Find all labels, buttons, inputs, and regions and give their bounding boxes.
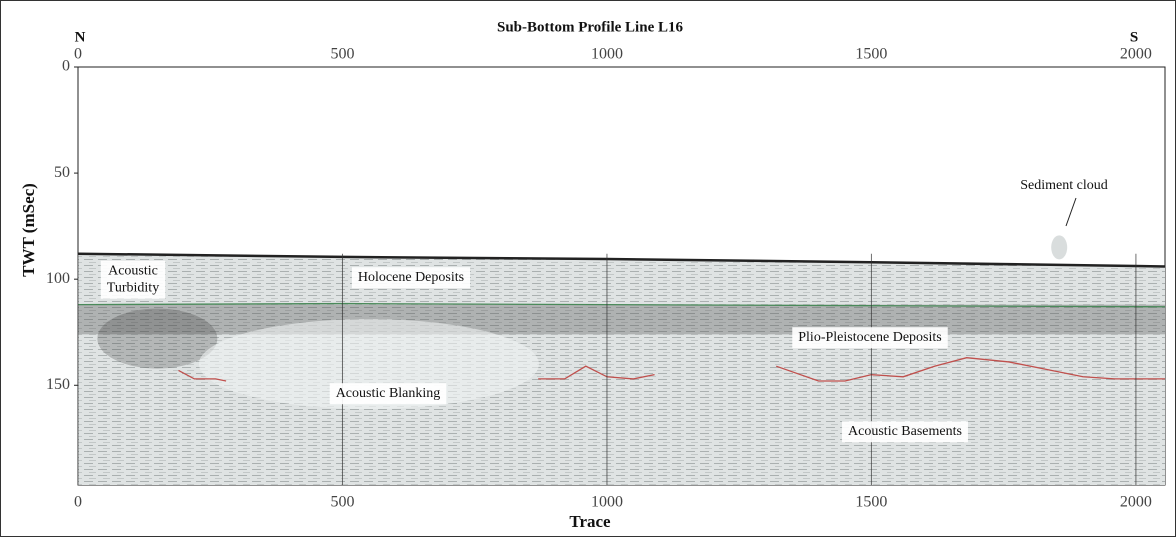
chart: Sub-Bottom Profile Line L16 N S Trace TW… (0, 0, 1176, 537)
x-tick-label: 0 (74, 494, 82, 511)
y-tick-label: 150 (46, 376, 70, 393)
x-axis-label: Trace (569, 512, 611, 531)
annotation: Sediment cloud (1020, 178, 1108, 193)
south-label: S (1130, 29, 1138, 45)
x-tick-label: 1500 (855, 494, 887, 511)
y-tick-label: 50 (54, 164, 70, 181)
x-tick-label: 1500 (855, 46, 887, 63)
annotation: Plio-Pleistocene Deposits (798, 330, 942, 345)
x-tick-label: 0 (74, 46, 82, 63)
y-tick-label: 0 (62, 58, 70, 75)
x-tick-label: 500 (330, 494, 354, 511)
sediment-cloud (1051, 235, 1067, 259)
x-tick-label: 1000 (591, 494, 623, 511)
y-axis-label: TWT (mSec) (19, 183, 38, 277)
annotation: Holocene Deposits (358, 270, 464, 285)
chart-title: Sub-Bottom Profile Line L16 (497, 19, 683, 35)
y-tick-label: 100 (46, 270, 70, 287)
dark-reflector-band (78, 305, 1165, 335)
x-tick-label: 2000 (1120, 494, 1152, 511)
x-tick-label: 500 (330, 46, 354, 63)
annotation: Acoustic Blanking (336, 386, 441, 401)
x-tick-label: 2000 (1120, 46, 1152, 63)
x-tick-label: 1000 (591, 46, 623, 63)
annotation: Acoustic Basements (848, 424, 962, 439)
turbidity-zone (97, 309, 217, 369)
north-label: N (75, 29, 86, 45)
